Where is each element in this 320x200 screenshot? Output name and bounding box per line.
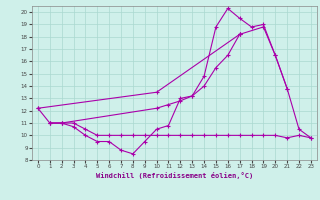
X-axis label: Windchill (Refroidissement éolien,°C): Windchill (Refroidissement éolien,°C) — [96, 172, 253, 179]
